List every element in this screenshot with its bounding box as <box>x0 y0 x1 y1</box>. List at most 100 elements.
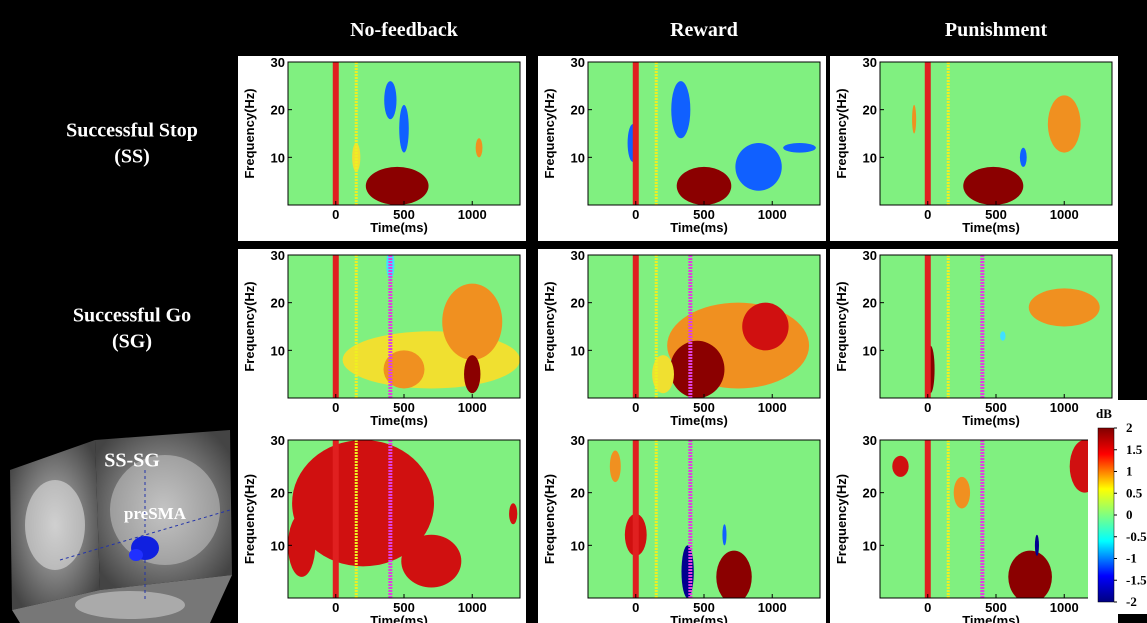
y-tick-label: 30 <box>863 433 877 448</box>
y-tick-label: 20 <box>863 103 877 118</box>
colorbar-title: dB <box>1096 406 1112 421</box>
heat-region <box>476 138 483 157</box>
heat-region <box>442 284 502 360</box>
x-tick-label: 0 <box>924 400 931 415</box>
y-tick-label: 10 <box>571 343 585 358</box>
y-tick-label: 30 <box>571 248 585 263</box>
colorbar-tick-label: -0.5 <box>1126 529 1147 544</box>
row-label: Successful Go <box>73 305 191 327</box>
onset-marker <box>925 62 931 205</box>
x-axis-label: Time(ms) <box>962 413 1020 428</box>
row-label: SS-SG <box>104 450 160 472</box>
heat-region <box>288 514 315 577</box>
y-tick-label: 20 <box>271 296 285 311</box>
y-tick-label: 10 <box>863 150 877 165</box>
colorbar-tick-label: 2 <box>1126 420 1133 435</box>
onset-marker <box>633 440 639 598</box>
y-tick-label: 20 <box>863 486 877 501</box>
column-title: Reward <box>670 19 738 41</box>
heat-region <box>1029 288 1100 326</box>
heat-region <box>401 535 461 588</box>
onset-marker <box>633 255 639 398</box>
x-axis-label: Time(ms) <box>370 613 428 623</box>
heat-region <box>509 503 517 524</box>
x-tick-label: 1000 <box>758 600 787 615</box>
x-tick-label: 0 <box>632 400 639 415</box>
heat-region <box>954 477 970 509</box>
colorbar <box>1098 428 1114 602</box>
heat-region <box>742 303 788 351</box>
heat-region <box>670 341 725 398</box>
heat-region <box>892 456 908 477</box>
colorbar-tick-label: 1 <box>1126 464 1133 479</box>
colorbar-tick-label: -1 <box>1126 551 1137 566</box>
heat-region <box>722 524 726 545</box>
y-tick-label: 20 <box>571 486 585 501</box>
heat-region <box>716 551 751 604</box>
y-tick-label: 10 <box>271 538 285 553</box>
heat-region <box>912 105 916 134</box>
x-tick-label: 0 <box>924 600 931 615</box>
y-tick-label: 20 <box>571 103 585 118</box>
colorbar-tick-label: 0 <box>1126 507 1133 522</box>
onset-marker <box>333 255 339 398</box>
y-tick-label: 30 <box>271 433 285 448</box>
x-axis-label: Time(ms) <box>670 220 728 235</box>
y-tick-label: 20 <box>571 296 585 311</box>
y-axis-label: Frequency(Hz) <box>242 281 257 371</box>
x-tick-label: 0 <box>332 207 339 222</box>
x-tick-label: 1000 <box>458 207 487 222</box>
row-label: Successful Stop <box>66 120 198 142</box>
panel: 05001000102030Time(ms)Frequency(Hz) <box>238 248 526 434</box>
y-axis-label: Frequency(Hz) <box>834 88 849 178</box>
colorbar-tick-label: -2 <box>1126 594 1137 609</box>
x-tick-label: 0 <box>924 207 931 222</box>
y-tick-label: 20 <box>271 486 285 501</box>
y-tick-label: 10 <box>271 150 285 165</box>
onset-marker <box>925 440 931 598</box>
heat-region <box>610 451 621 483</box>
heat-region <box>399 105 409 153</box>
colorbar-tick-label: 1.5 <box>1126 442 1143 457</box>
heat-region <box>1048 95 1081 152</box>
onset-marker <box>633 62 639 205</box>
y-tick-label: 10 <box>863 343 877 358</box>
heat-region <box>1008 551 1052 604</box>
y-tick-label: 30 <box>571 433 585 448</box>
heat-region <box>677 167 732 205</box>
x-tick-label: 1000 <box>1050 207 1079 222</box>
heat-region <box>1035 535 1039 556</box>
figure: preSMA No-feedbackRewardPunishmentSucces… <box>0 0 1147 623</box>
heat-region <box>735 143 781 191</box>
y-tick-label: 10 <box>571 150 585 165</box>
y-tick-label: 30 <box>571 55 585 70</box>
y-axis-label: Frequency(Hz) <box>834 281 849 371</box>
heat-region <box>464 355 480 393</box>
heat-region <box>963 167 1023 205</box>
x-tick-label: 0 <box>632 207 639 222</box>
x-tick-label: 1000 <box>758 207 787 222</box>
colorbar-tick-label: 0.5 <box>1126 485 1143 500</box>
y-tick-label: 10 <box>271 343 285 358</box>
x-tick-label: 1000 <box>458 400 487 415</box>
plot-area <box>880 255 1112 398</box>
heat-region <box>366 167 429 205</box>
y-tick-label: 30 <box>863 248 877 263</box>
x-axis-label: Time(ms) <box>370 413 428 428</box>
x-tick-label: 1000 <box>758 400 787 415</box>
x-tick-label: 1000 <box>1050 400 1079 415</box>
x-axis-label: Time(ms) <box>962 613 1020 623</box>
heat-region <box>384 81 396 119</box>
y-axis-label: Frequency(Hz) <box>834 474 849 564</box>
page: {"columns": ["No-feedback", "Reward", "P… <box>0 0 1147 623</box>
brain-label: preSMA <box>124 504 187 523</box>
heat-region <box>1000 331 1005 341</box>
